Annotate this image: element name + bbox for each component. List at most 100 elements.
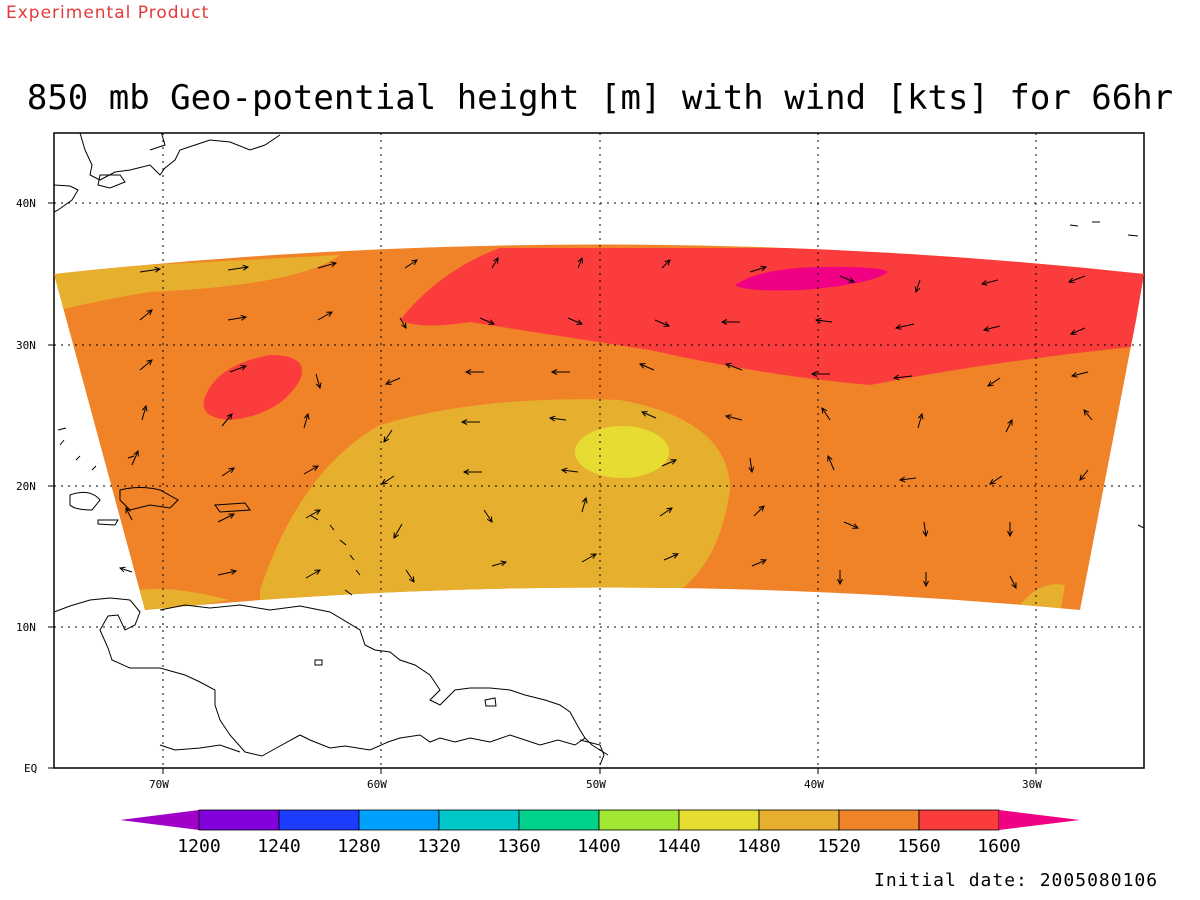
lon-label-50w: 50W bbox=[586, 778, 606, 791]
height-field bbox=[54, 244, 1144, 610]
wind-arrow bbox=[118, 566, 133, 573]
wind-arrow bbox=[663, 553, 680, 561]
wind-arrow bbox=[393, 523, 403, 539]
colorbar-swatch bbox=[278, 809, 360, 831]
wind-arrow bbox=[1079, 469, 1089, 481]
wind-arrow bbox=[989, 475, 1003, 485]
wind-arrow bbox=[751, 559, 768, 567]
wind-arrow bbox=[217, 569, 238, 576]
wind-arrow bbox=[483, 509, 493, 523]
wind-arrow bbox=[567, 317, 584, 325]
field-1480-1520-nw bbox=[54, 255, 340, 310]
wind-arrow bbox=[381, 475, 395, 485]
coast-midatlantic bbox=[54, 184, 79, 213]
wind-arrow bbox=[462, 469, 482, 475]
wind-arrow bbox=[1070, 371, 1089, 378]
field-1560-1600-west bbox=[203, 355, 302, 420]
wind-arrow bbox=[661, 459, 678, 467]
coast-capeverde bbox=[1137, 524, 1144, 529]
wind-arrow bbox=[131, 449, 139, 466]
coast-guiana-lake bbox=[484, 697, 497, 707]
wind-arrow bbox=[141, 404, 148, 421]
wind-arrow bbox=[917, 412, 924, 429]
wind-arrow bbox=[720, 319, 740, 325]
lon-label-60w: 60W bbox=[367, 778, 387, 791]
wind-arrow bbox=[315, 373, 322, 390]
colorbar-arrow-low bbox=[120, 810, 199, 830]
coast-maine bbox=[149, 133, 166, 151]
wind-arrow bbox=[317, 311, 333, 321]
wind-arrow bbox=[839, 275, 856, 283]
wind-arrow bbox=[922, 521, 929, 538]
axis-ticks bbox=[48, 202, 1037, 774]
colorbar-label-1440: 1440 bbox=[657, 836, 700, 857]
colorbar-label-1240: 1240 bbox=[257, 836, 300, 857]
wind-arrow bbox=[659, 507, 673, 517]
wind-arrow bbox=[1005, 418, 1013, 433]
wind-arrow bbox=[479, 317, 496, 325]
wind-arrow bbox=[303, 465, 319, 475]
wind-arrow bbox=[1067, 275, 1086, 284]
colorbar-swatch bbox=[358, 809, 440, 831]
wind-arrow bbox=[217, 513, 235, 523]
wind-arrow bbox=[317, 261, 338, 269]
wind-arrow bbox=[305, 509, 321, 519]
wind-arrow bbox=[638, 363, 655, 371]
wind-arrow bbox=[221, 413, 233, 427]
wind-arrow bbox=[814, 317, 833, 324]
colorbar-label-1320: 1320 bbox=[417, 836, 460, 857]
wind-arrow bbox=[548, 415, 567, 422]
lat-label-10n: 10N bbox=[16, 621, 36, 634]
wind-arrow bbox=[550, 369, 570, 375]
colorbar bbox=[120, 809, 1080, 831]
wind-arrow bbox=[661, 259, 671, 269]
wind-arrow bbox=[139, 266, 162, 273]
coast-azores bbox=[1069, 221, 1139, 237]
colorbar-swatch bbox=[518, 809, 600, 831]
wind-arrow bbox=[898, 476, 917, 483]
colorbar-label-1200: 1200 bbox=[177, 836, 220, 857]
wind-arrow bbox=[923, 572, 929, 588]
coast-hispaniola bbox=[119, 487, 179, 511]
wind-arrow bbox=[491, 560, 508, 567]
lon-label-30w: 30W bbox=[1022, 778, 1042, 791]
wind-arrow bbox=[383, 429, 393, 443]
lat-label-30n: 30N bbox=[16, 339, 36, 352]
colorbar-label-1480: 1480 bbox=[737, 836, 780, 857]
coast-inland-border bbox=[159, 744, 241, 753]
wind-arrow bbox=[560, 467, 579, 474]
wind-arrow bbox=[229, 364, 248, 373]
wind-arrow bbox=[1009, 575, 1017, 590]
wind-arrow bbox=[843, 521, 860, 529]
grid-lines bbox=[54, 133, 1144, 768]
lat-label-20n: 20N bbox=[16, 480, 36, 493]
wind-arrow bbox=[404, 259, 418, 269]
wind-arrow bbox=[491, 257, 499, 269]
wind-arrow bbox=[227, 314, 248, 321]
coast-lesser-antilles bbox=[309, 514, 361, 596]
coast-puertorico bbox=[214, 502, 251, 513]
wind-arrow bbox=[724, 414, 743, 421]
wind-arrow bbox=[305, 569, 321, 579]
map-title: 850 mb Geo-potential height [m] with win… bbox=[26, 78, 1174, 118]
colorbar-labels: 1200 1240 1280 1320 1360 1400 1440 1480 … bbox=[177, 836, 1020, 857]
coast-bahamas bbox=[57, 427, 135, 471]
wind-arrow bbox=[748, 457, 755, 474]
wind-arrow bbox=[724, 362, 743, 371]
colorbar-swatch bbox=[438, 809, 520, 831]
wind-arrow bbox=[384, 377, 401, 385]
wind-arrow bbox=[139, 359, 153, 371]
wind-arrow bbox=[982, 325, 1001, 332]
wind-arrow bbox=[581, 553, 597, 563]
wind-arrow bbox=[827, 454, 835, 471]
coast-amazon-mouth bbox=[579, 739, 605, 766]
wind-arrow bbox=[125, 507, 133, 521]
field-1560-1600-north bbox=[400, 248, 1144, 385]
wind-arrow bbox=[399, 317, 407, 329]
wind-arrow bbox=[1007, 522, 1013, 538]
colorbar-swatch bbox=[758, 809, 840, 831]
wind-arrow bbox=[987, 377, 1001, 387]
wind-arrow bbox=[221, 467, 235, 477]
colorbar-arrow-high bbox=[999, 810, 1080, 830]
